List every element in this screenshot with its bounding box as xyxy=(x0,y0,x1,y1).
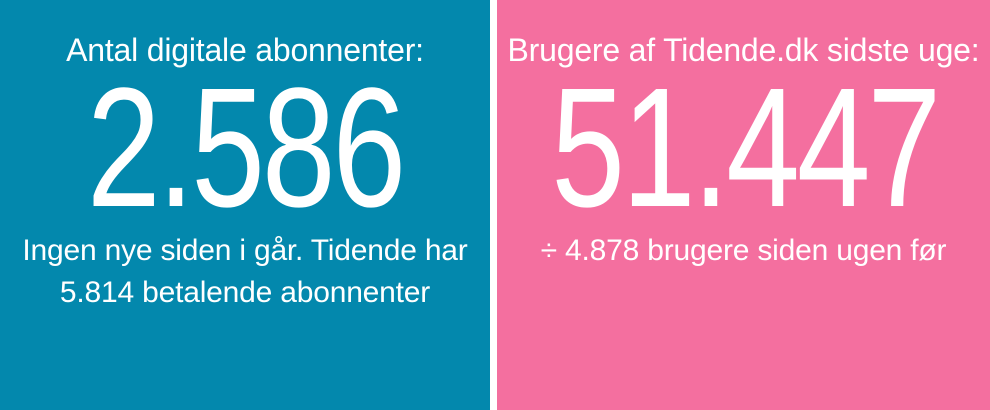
subscribers-note: Ingen nye siden i går. Tidende har 5.814… xyxy=(10,230,480,314)
users-panel: Brugere af Tidende.dk sidste uge: 51.447… xyxy=(497,0,990,410)
subscribers-note-line2: 5.814 betalende abonnenter xyxy=(59,276,431,309)
subscribers-count: 2.586 xyxy=(86,53,406,243)
users-note: ÷ 4.878 brugere siden ugen før xyxy=(507,230,980,272)
subscribers-label: Antal digitale abonnenter: xyxy=(66,32,424,68)
subscribers-note-line1: Ingen nye siden i går. Tidende har xyxy=(22,234,468,267)
subscribers-panel: Antal digitale abonnenter: 2.586 Ingen n… xyxy=(0,0,490,410)
users-note-line1: ÷ 4.878 brugere siden ugen før xyxy=(540,234,947,267)
users-label: Brugere af Tidende.dk sidste uge: xyxy=(507,32,980,68)
users-count: 51.447 xyxy=(551,53,941,243)
